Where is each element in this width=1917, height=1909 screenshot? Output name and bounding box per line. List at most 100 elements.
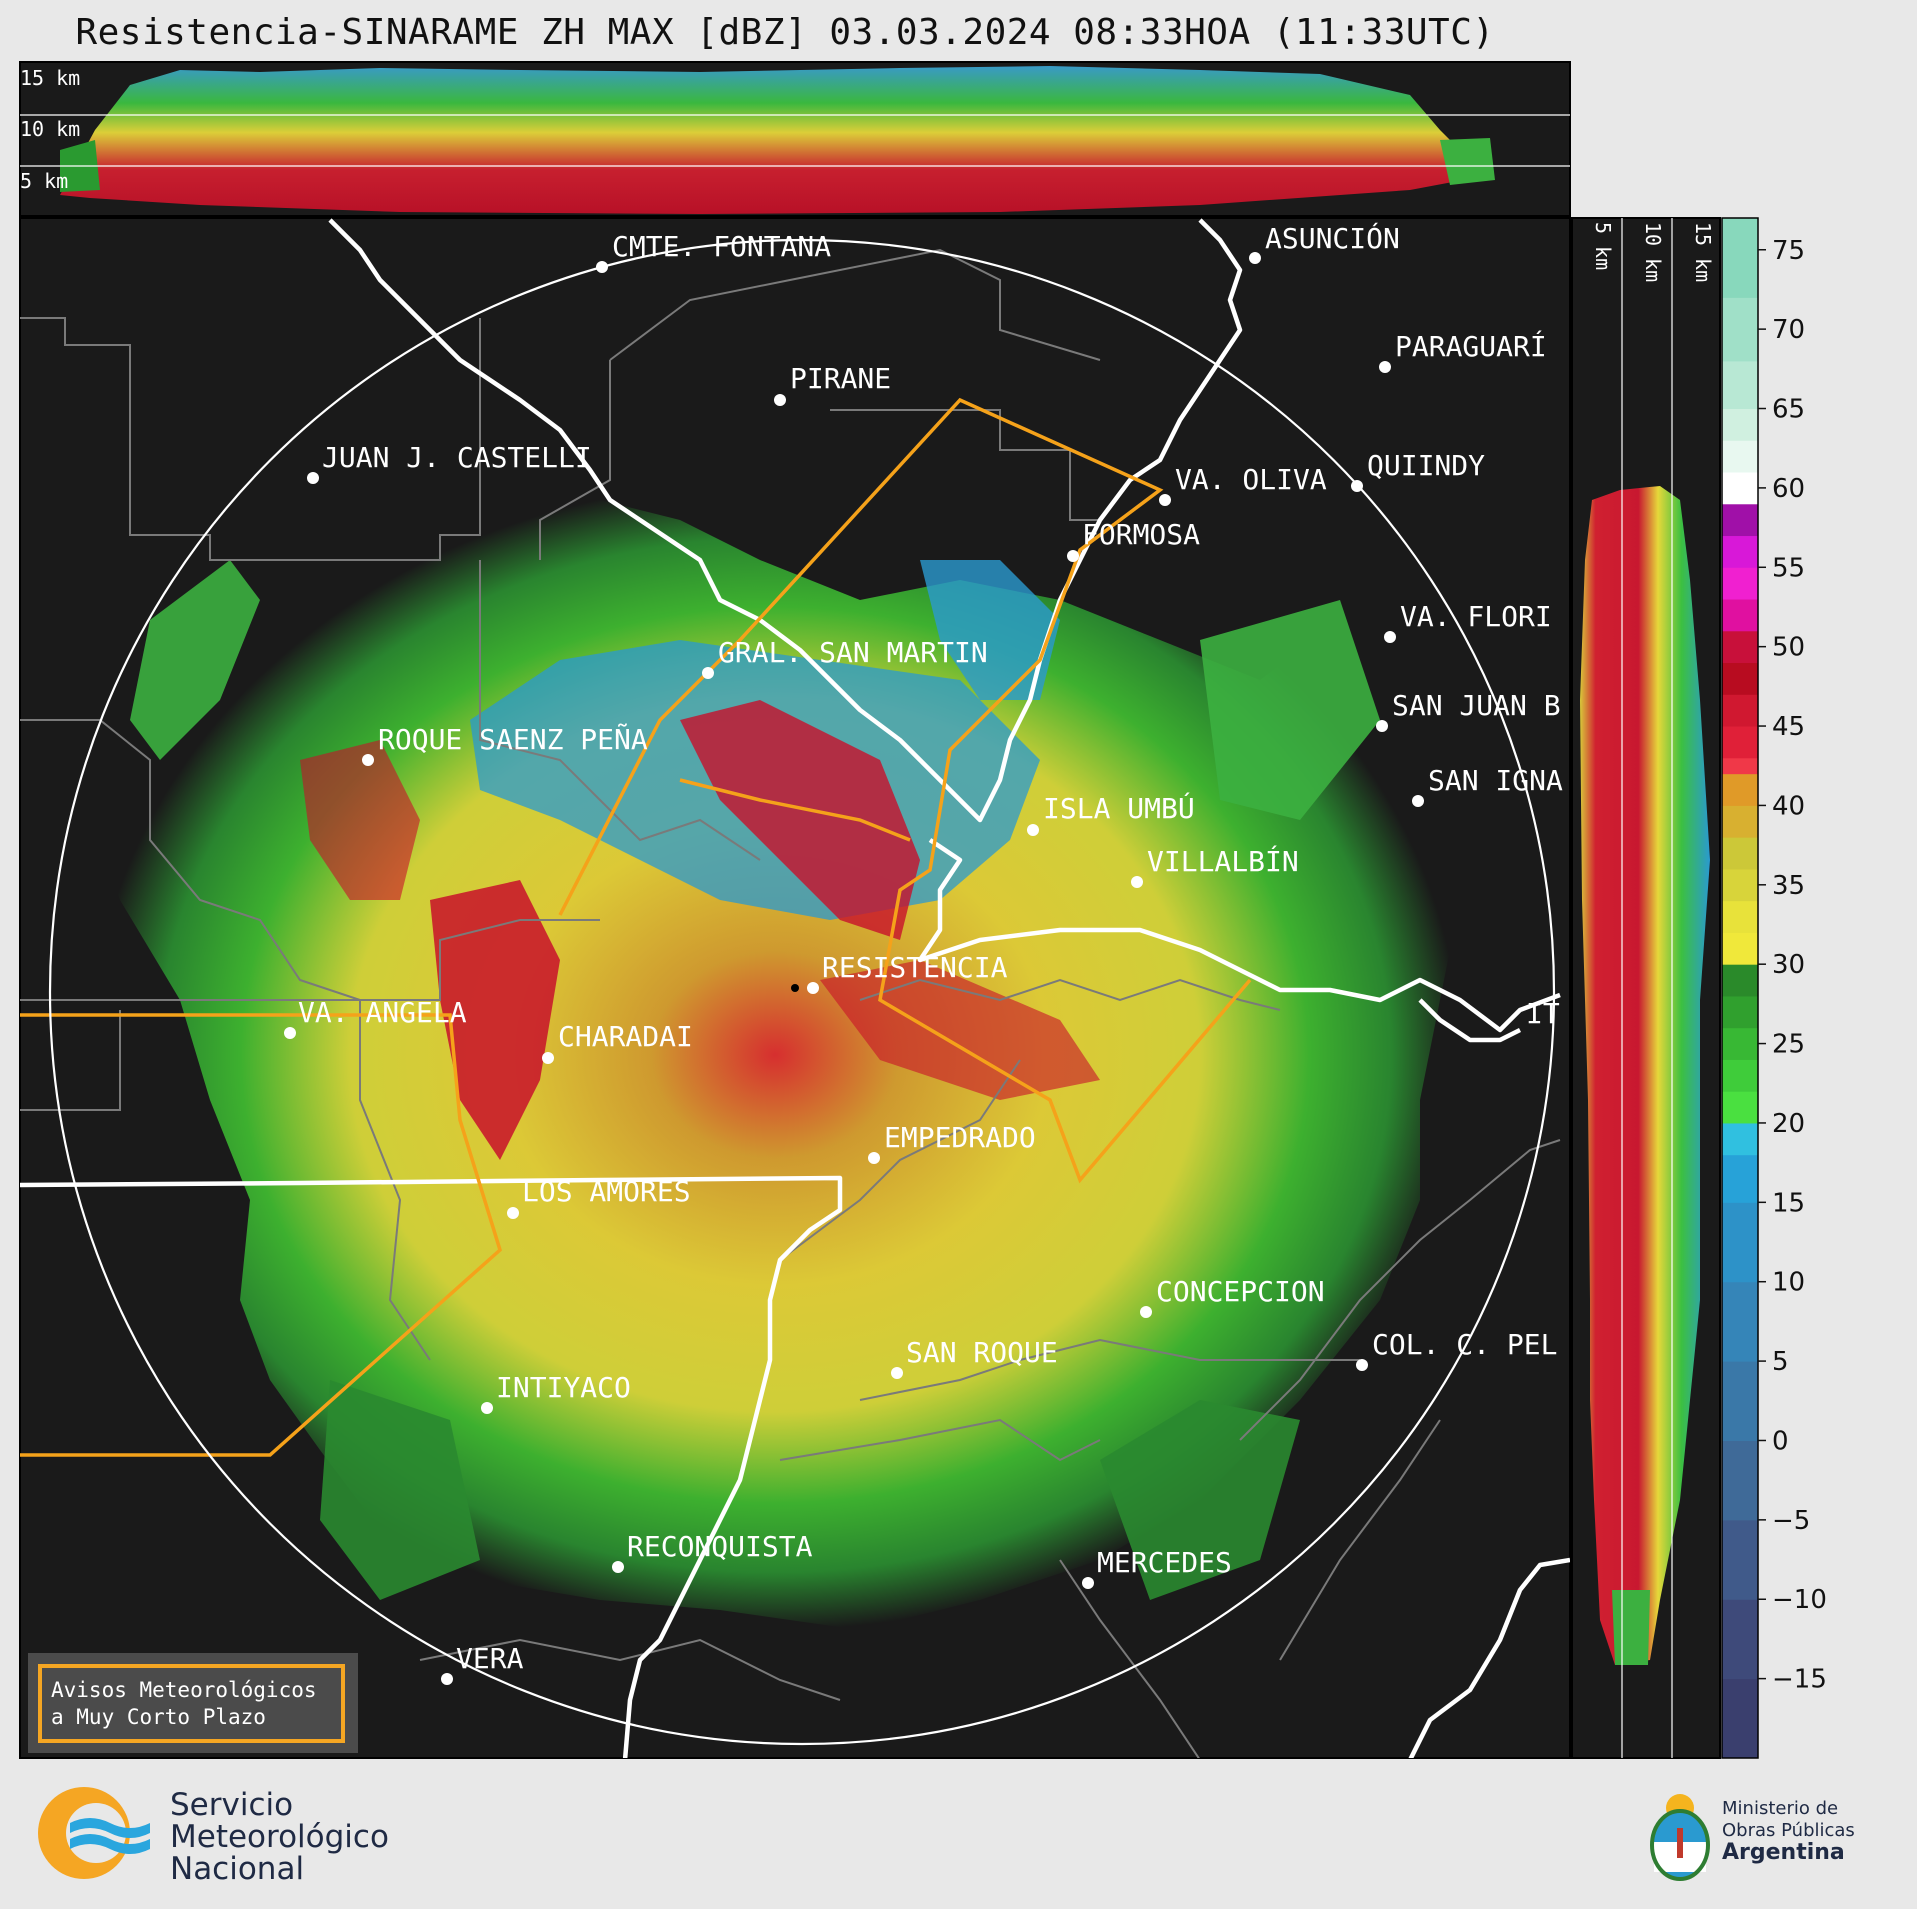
colorbar-tick-label: 75	[1772, 236, 1805, 266]
colorbar-band	[1722, 1678, 1758, 1759]
colorbar-tick-label: 65	[1772, 395, 1805, 425]
city-marker	[1412, 795, 1424, 807]
colorbar-tick-label: 5	[1772, 1347, 1789, 1377]
range-ring	[48, 238, 1556, 1746]
colorbar-band	[1722, 662, 1758, 695]
city-label: SAN IGNA	[1428, 764, 1563, 797]
city-marker	[284, 1027, 296, 1039]
city-marker	[612, 1561, 624, 1573]
colorbar-band	[1722, 1519, 1758, 1600]
city-labels: CMTE. FONTANA ASUNCIÓN PIRANE PARAGUARÍ …	[284, 221, 1563, 1685]
colorbar-band	[1722, 408, 1758, 441]
city-label: CMTE. FONTANA	[612, 230, 831, 263]
colorbar-band	[1722, 630, 1758, 664]
colorbar-tick-label: 20	[1772, 1109, 1805, 1139]
radar-figure: 15 km 10 km 5 km	[19, 61, 1827, 1759]
colorbar-tick-label: −10	[1772, 1585, 1827, 1615]
city-marker	[362, 754, 374, 766]
notice-box[interactable]: Avisos Meteorológicos a Muy Corto Plazo	[28, 1653, 358, 1753]
city-label: VILLALBÍN	[1147, 844, 1299, 878]
warning-polygon	[20, 397, 1252, 1457]
colorbar-tick-label: 45	[1772, 712, 1805, 742]
top-height-label: 5 km	[20, 169, 68, 193]
city-marker	[1384, 631, 1396, 643]
colorbar-band	[1722, 567, 1758, 600]
city-label: VA. OLIVA	[1175, 463, 1327, 496]
radar-site-marker	[791, 984, 799, 992]
city-label: COL. C. PEL	[1372, 1328, 1557, 1361]
city-marker	[441, 1673, 453, 1685]
colorbar-band	[1722, 773, 1758, 806]
colorbar-band	[1722, 440, 1758, 473]
colorbar-band	[1722, 1027, 1758, 1060]
city-marker	[1356, 1359, 1368, 1371]
colorbar-tick-label: 50	[1772, 633, 1805, 663]
colorbar-band	[1722, 964, 1758, 997]
city-marker	[1249, 252, 1261, 264]
city-marker	[868, 1152, 880, 1164]
city-marker	[1379, 361, 1391, 373]
city-marker	[1131, 876, 1143, 888]
city-label: CHARADAI	[558, 1020, 693, 1053]
city-marker	[596, 261, 608, 273]
city-label: CONCEPCION	[1156, 1275, 1325, 1308]
colorbar-band	[1722, 1202, 1758, 1283]
city-marker	[542, 1052, 554, 1064]
city-label: ISLA UMBÚ	[1043, 791, 1195, 825]
colorbar-band	[1722, 932, 1758, 965]
colorbar-band	[1722, 599, 1758, 632]
city-marker	[1027, 824, 1039, 836]
city-label: IT	[1526, 997, 1560, 1030]
city-label: LOS AMORES	[522, 1175, 691, 1208]
colorbar-tick-label: 35	[1772, 871, 1805, 901]
ministry-line: Obras Públicas	[1722, 1820, 1855, 1841]
colorbar-segments	[1722, 218, 1758, 1759]
city-label: VA. FLORI	[1400, 600, 1552, 633]
colorbar-tick-label: 55	[1772, 553, 1805, 583]
colorbar-band	[1722, 805, 1758, 838]
city-label: RECONQUISTA	[627, 1530, 813, 1563]
colorbar-tick-label: −5	[1772, 1506, 1810, 1536]
colorbar-tick-label: −15	[1772, 1665, 1827, 1695]
ministry-logo: Ministerio de Obras Públicas Argentina	[1640, 1780, 1910, 1890]
city-label: INTIYACO	[496, 1371, 631, 1404]
admin-boundaries	[20, 248, 1561, 1758]
side-height-label: 5 km	[1591, 222, 1615, 270]
city-label: SAN ROQUE	[906, 1336, 1058, 1369]
colorbar-tick-label: 70	[1772, 315, 1805, 345]
city-label: VERA	[456, 1642, 524, 1675]
colorbar-band	[1722, 218, 1758, 298]
colorbar-band	[1722, 360, 1758, 410]
colorbar-band	[1722, 1361, 1758, 1441]
colorbar-band	[1722, 757, 1758, 775]
colorbar-tick-label: 60	[1772, 474, 1805, 504]
colorbar-band	[1722, 1440, 1758, 1521]
smn-name: Servicio Meteorológico Nacional	[170, 1789, 389, 1885]
national-borders	[20, 218, 1570, 1758]
ministry-name: Ministerio de Obras Públicas Argentina	[1722, 1798, 1855, 1864]
city-marker	[702, 667, 714, 679]
colorbar-band	[1722, 900, 1758, 933]
colorbar-band	[1722, 297, 1758, 362]
side-height-profile: 5 km 10 km 15 km	[1571, 217, 1721, 1759]
colorbar-band	[1722, 503, 1758, 537]
colorbar-band	[1722, 726, 1758, 759]
city-label: GRAL. SAN MARTIN	[718, 636, 988, 669]
colorbar-band	[1722, 1599, 1758, 1680]
smn-line: Nacional	[170, 1851, 305, 1887]
colorbar-band	[1722, 1281, 1758, 1362]
ministry-line: Argentina	[1722, 1840, 1845, 1865]
colorbar-tick-label: 15	[1772, 1188, 1805, 1218]
coat-of-arms-icon	[1650, 1794, 1710, 1881]
notice-line-1: Avisos Meteorológicos	[51, 1678, 317, 1702]
city-marker	[891, 1367, 903, 1379]
colorbar-band	[1722, 1154, 1758, 1203]
city-marker	[507, 1207, 519, 1219]
city-label: QUIINDY	[1367, 449, 1485, 482]
chart-title: Resistencia-SINARAME ZH MAX [dBZ] 03.03.…	[75, 12, 1495, 53]
side-height-label: 10 km	[1641, 222, 1665, 282]
city-label: RESISTENCIA	[822, 951, 1008, 984]
ministry-line: Ministerio de	[1722, 1798, 1839, 1819]
city-marker	[481, 1402, 493, 1414]
